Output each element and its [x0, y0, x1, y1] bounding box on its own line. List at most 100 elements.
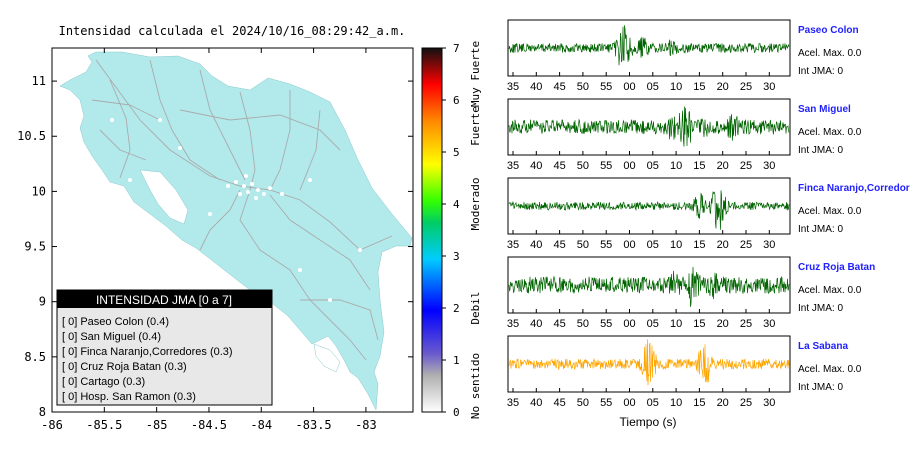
colorbar-tick-label: 4 — [453, 198, 460, 211]
map-y-tick-label: 10 — [32, 184, 46, 198]
colorbar-tick-label: 2 — [453, 302, 460, 315]
station-panel: 35 40 45 50 55 00 05 10 15 20 25 30 Finca Naranjo,Co… — [507, 177, 910, 251]
trace-x-tick-label: 45 — [553, 81, 565, 93]
trace-x-tick-label: 55 — [600, 397, 612, 409]
colorbar-tick-label: 5 — [453, 146, 460, 159]
trace-x-tick-label: 05 — [647, 318, 659, 330]
station-panel: 35 40 45 50 55 00 05 10 15 20 25 30 Paseo Colon Acel.… — [507, 19, 862, 93]
station-accel: Acel. Max. 0.0 — [798, 206, 862, 217]
trace-x-tick-label: 15 — [693, 81, 705, 93]
trace-x-tick-label: 10 — [670, 318, 682, 330]
time-axis-label: Tiempo (s) — [620, 415, 677, 429]
trace-x-tick-label: 25 — [740, 239, 752, 251]
gulf-of-nicoya — [139, 169, 189, 225]
map-x-tick-label: -85 — [146, 418, 168, 432]
trace-x-tick-label: 10 — [670, 81, 682, 93]
land-polygon — [59, 51, 413, 411]
colorbar-tick-label: 1 — [453, 354, 460, 367]
station-name: San Miguel — [798, 104, 851, 115]
trace-x-tick-label: 40 — [530, 160, 542, 172]
trace-x-tick-label: 25 — [740, 81, 752, 93]
trace-x-tick-label: 05 — [647, 81, 659, 93]
colorbar-tick-label: 3 — [453, 250, 460, 263]
colorbar-tick-label: 0 — [453, 406, 460, 419]
trace-line — [508, 25, 790, 66]
colorbar-category-label: Fuerte — [469, 106, 482, 146]
map-y-tick-label: 8.5 — [24, 350, 46, 364]
station-jma: Int JMA: 0 — [798, 224, 843, 235]
trace-x-tick-label: 20 — [717, 160, 729, 172]
trace-x-tick-label: 55 — [600, 160, 612, 172]
trace-x-tick-label: 55 — [600, 239, 612, 251]
trace-x-tick-label: 35 — [507, 318, 519, 330]
colorbar-category-label: Moderado — [469, 178, 482, 231]
map-x-axis: -86 -85.5 -85 -84.5 -84 -83.5 -83 — [41, 48, 377, 432]
map-y-tick-label: 8 — [39, 405, 46, 419]
trace-x-tick-label: 45 — [553, 239, 565, 251]
legend-item: [ 0] Finca Naranjo,Corredores (0.3) — [62, 346, 233, 358]
seismograms: 35 40 45 50 55 00 05 10 15 20 25 30 Paseo Colon Acel.… — [507, 19, 910, 409]
golfo-dulce — [313, 343, 341, 373]
station-accel: Acel. Max. 0.0 — [798, 48, 862, 59]
station-name: Finca Naranjo,Corredores — [798, 183, 910, 194]
legend-items: [ 0] Paseo Colon (0.4) [ 0] San Miguel (0… — [62, 316, 233, 403]
trace-x-tick-label: 20 — [717, 81, 729, 93]
station-accel: Acel. Max. 0.0 — [798, 364, 862, 375]
trace-x-tick-label: 20 — [717, 318, 729, 330]
map-y-tick-label: 9.5 — [24, 240, 46, 254]
trace-x-tick-label: 05 — [647, 160, 659, 172]
station-jma: Int JMA: 0 — [798, 382, 843, 393]
colorbar-ticks: 0 1 2 3 4 5 6 7 — [442, 42, 460, 419]
trace-x-tick-label: 30 — [763, 397, 775, 409]
map-x-tick-label: -84 — [250, 418, 272, 432]
station-name: Paseo Colon — [798, 25, 859, 36]
trace-line — [508, 339, 790, 386]
trace-x-tick-label: 50 — [577, 239, 589, 251]
map-y-tick-label: 11 — [32, 74, 46, 88]
trace-x-tick-label: 40 — [530, 318, 542, 330]
intensity-legend: INTENSIDAD JMA [0 a 7] [ 0] Paseo Colon … — [56, 289, 273, 406]
colorbar-tick-label: 6 — [453, 94, 460, 107]
trace-x-tick-label: 20 — [717, 397, 729, 409]
colorbar: 0 1 2 3 4 5 6 7 No sentido Debil Moderado FuerteMu… — [421, 41, 482, 419]
station-jma: Int JMA: 0 — [798, 303, 843, 314]
trace-x-tick-label: 50 — [577, 160, 589, 172]
legend-item: [ 0] Cartago (0.3) — [62, 376, 145, 388]
trace-x-tick-label: 50 — [577, 81, 589, 93]
station-panel: 35 40 45 50 55 00 05 10 15 20 25 30 Cruz Roja Batan A… — [507, 256, 875, 330]
map-y-tick-label: 10.5 — [17, 129, 46, 143]
trace-x-tick-label: 35 — [507, 397, 519, 409]
trace-x-tick-label: 00 — [623, 318, 635, 330]
legend-item: [ 0] Cruz Roja Batan (0.3) — [62, 361, 187, 373]
trace-x-tick-label: 30 — [763, 318, 775, 330]
trace-x-tick-label: 15 — [693, 318, 705, 330]
map-x-tick-label: -86 — [41, 418, 63, 432]
trace-x-tick-label: 30 — [763, 81, 775, 93]
trace-x-tick-label: 45 — [553, 318, 565, 330]
trace-x-tick-label: 05 — [647, 239, 659, 251]
trace-x-tick-label: 25 — [740, 160, 752, 172]
trace-x-tick-label: 35 — [507, 239, 519, 251]
map-x-tick-label: -83 — [355, 418, 377, 432]
map-x-tick-label: -85.5 — [86, 418, 122, 432]
map-title: Intensidad calculada el 2024/10/16_08:29… — [59, 24, 406, 38]
trace-x-tick-label: 30 — [763, 160, 775, 172]
map-x-tick-label: -83.5 — [296, 418, 332, 432]
map-y-axis: 8 8.5 9 9.5 10 10.5 11 — [17, 74, 413, 419]
trace-x-tick-label: 50 — [577, 397, 589, 409]
trace-x-tick-label: 00 — [623, 239, 635, 251]
trace-x-tick-label: 45 — [553, 397, 565, 409]
trace-x-tick-label: 30 — [763, 239, 775, 251]
road-network — [91, 59, 393, 361]
trace-x-tick-label: 10 — [670, 397, 682, 409]
legend-item: [ 0] Hosp. San Ramon (0.3) — [62, 391, 196, 403]
colorbar-category-label: Debil — [469, 291, 482, 324]
trace-x-tick-label: 25 — [740, 397, 752, 409]
trace-x-tick-label: 15 — [693, 397, 705, 409]
trace-x-tick-label: 40 — [530, 239, 542, 251]
legend-title: INTENSIDAD JMA [0 a 7] — [96, 293, 232, 307]
trace-x-tick-label: 55 — [600, 81, 612, 93]
station-panel: 35 40 45 50 55 00 05 10 15 20 25 30 San Miguel Acel. … — [507, 98, 862, 172]
legend-header — [57, 290, 272, 308]
